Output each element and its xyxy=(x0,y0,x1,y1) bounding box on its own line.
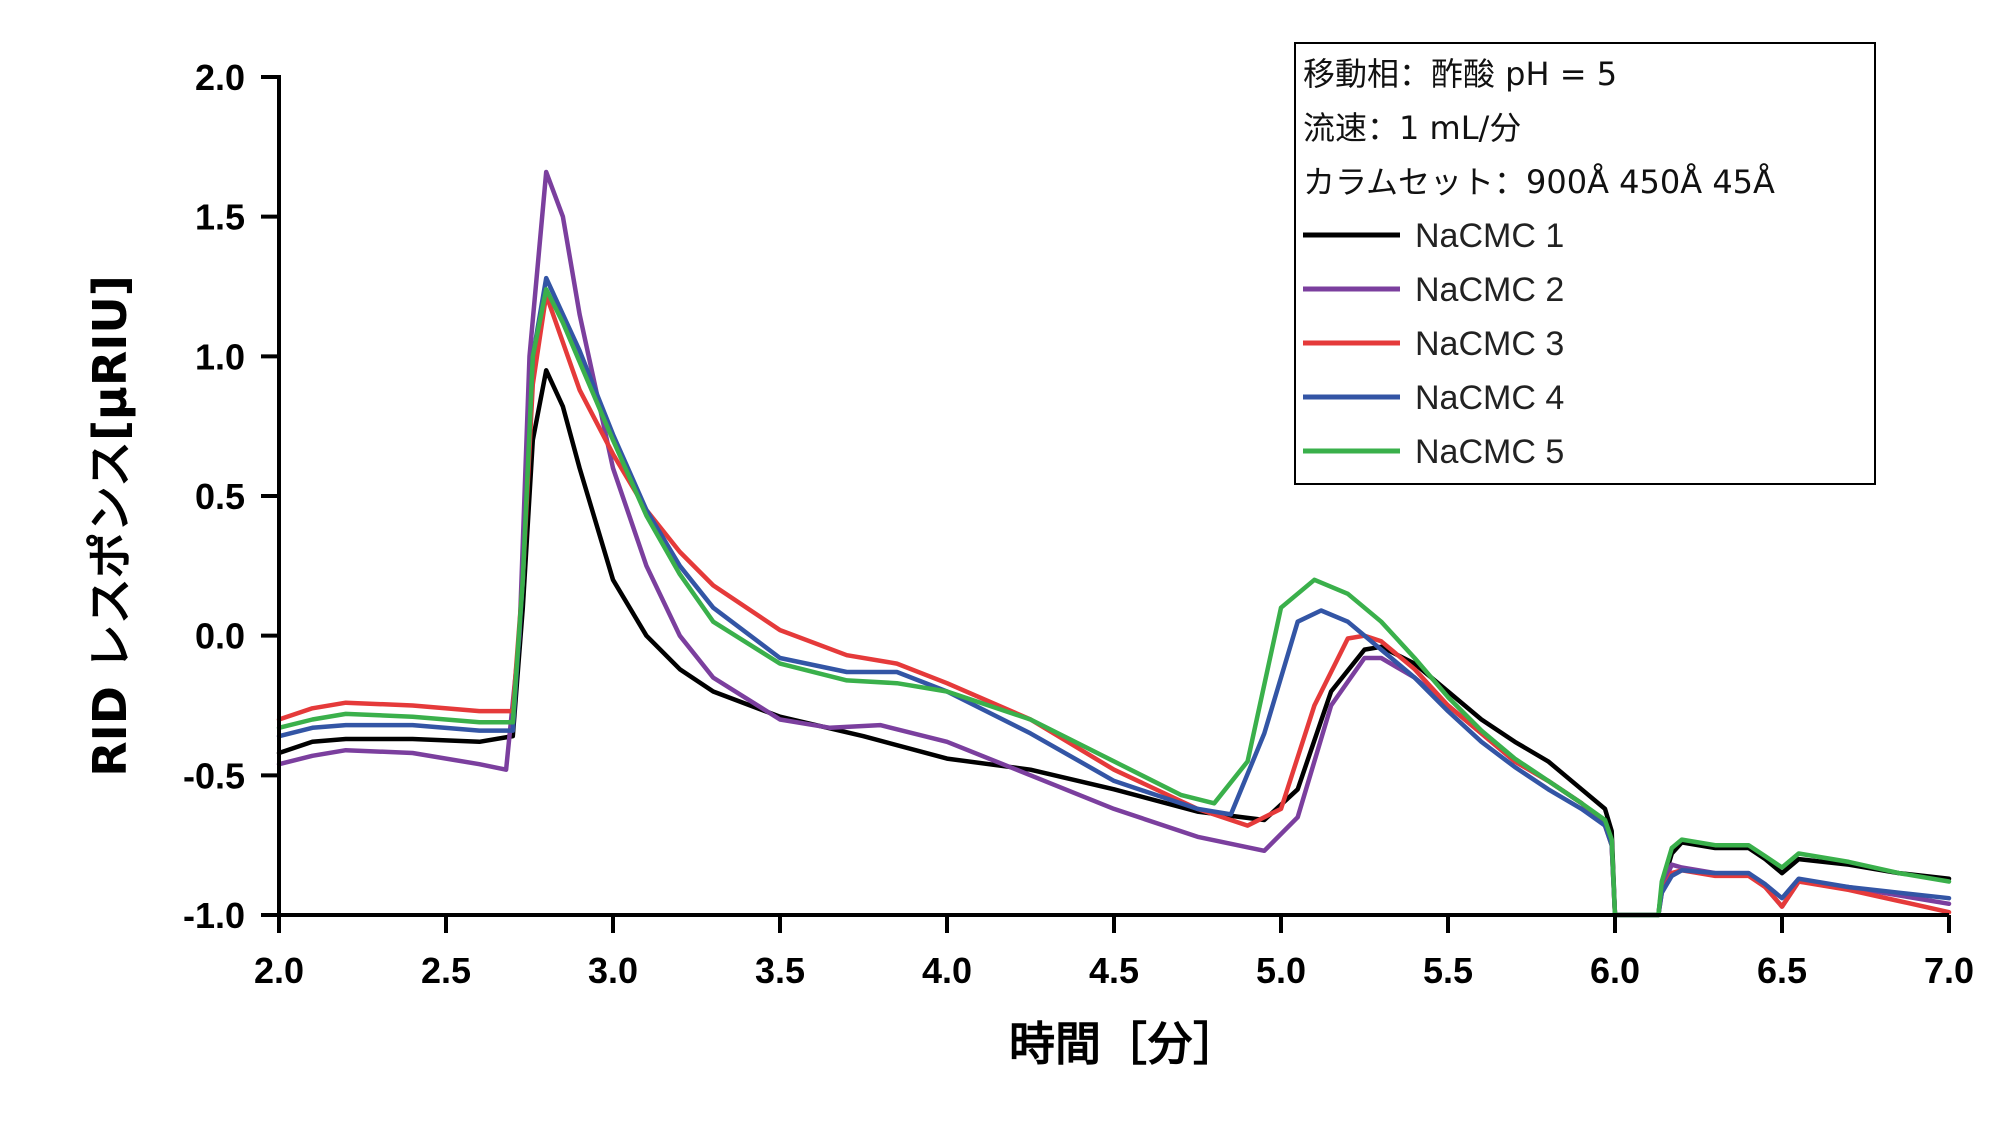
legend-label: NaCMC 2 xyxy=(1415,271,1564,309)
x-tick-label: 4.0 xyxy=(922,950,972,991)
x-tick-label: 5.0 xyxy=(1256,950,1306,991)
plot-area xyxy=(276,169,1952,918)
x-tick-label: 2.0 xyxy=(254,950,304,991)
series-line-nacmc-1 xyxy=(276,368,1952,918)
legend-entry-nacmc-5: NaCMC 5 xyxy=(1303,433,1564,471)
legend-note-column-set: カラムセット：900Å 450Å 45Å xyxy=(1303,163,1775,201)
y-tick-label: 1.5 xyxy=(195,197,245,238)
x-tick-label: 3.5 xyxy=(755,950,805,991)
axes: -1.0 -0.5 0.0 0.5 1.0 1.5 2.0 2.0 2.5 3.0 3.5 4.0 4… xyxy=(183,57,1974,991)
x-tick-label: 6.0 xyxy=(1590,950,1640,991)
x-tick-label: 5.5 xyxy=(1423,950,1473,991)
y-tick-label: 2.0 xyxy=(195,57,245,98)
x-tick-label: 2.5 xyxy=(421,950,471,991)
legend-label: NaCMC 5 xyxy=(1415,433,1564,471)
x-tick-label: 7.0 xyxy=(1924,950,1974,991)
y-tick-label: -1.0 xyxy=(183,895,245,936)
legend-entries: NaCMC 1 NaCMC 2 NaCMC 3 NaCMC 4 NaCMC 5 xyxy=(1303,217,1564,471)
x-tick-label: 4.5 xyxy=(1089,950,1139,991)
y-tick-label: 0.0 xyxy=(195,616,245,657)
y-axis-title: RID レスポンス[µRIU] xyxy=(83,275,137,777)
y-ticks: -1.0 -0.5 0.0 0.5 1.0 1.5 2.0 xyxy=(183,57,279,936)
legend-note-mobile-phase: 移動相：酢酸 pH = 5 xyxy=(1303,55,1617,93)
x-ticks: 2.0 2.5 3.0 3.5 4.0 4.5 5.0 5.5 6.0 6.5 7.0 xyxy=(254,915,1974,991)
legend-entry-nacmc-3: NaCMC 3 xyxy=(1303,325,1564,363)
legend-entry-nacmc-4: NaCMC 4 xyxy=(1303,379,1564,417)
legend-note-flow-rate: 流速：1 mL/分 xyxy=(1303,109,1521,147)
legend-entry-nacmc-1: NaCMC 1 xyxy=(1303,217,1564,255)
legend-entry-nacmc-2: NaCMC 2 xyxy=(1303,271,1564,309)
legend-box xyxy=(1294,42,1876,485)
legend-label: NaCMC 4 xyxy=(1415,379,1564,417)
series-line-nacmc-2 xyxy=(276,169,1952,918)
legend-label: NaCMC 1 xyxy=(1415,217,1564,255)
x-tick-label: 6.5 xyxy=(1757,950,1807,991)
series-line-nacmc-4 xyxy=(276,275,1952,918)
x-axis-title: 時間［分］ xyxy=(1009,1017,1239,1071)
x-tick-label: 3.0 xyxy=(588,950,638,991)
legend: 移動相：酢酸 pH = 5 流速：1 mL/分 カラムセット：900Å 450Å… xyxy=(1294,42,1876,485)
legend-label: NaCMC 3 xyxy=(1415,325,1564,363)
y-tick-label: 1.0 xyxy=(195,336,245,377)
y-tick-label: -0.5 xyxy=(183,755,245,796)
y-tick-label: 0.5 xyxy=(195,476,245,517)
series-line-nacmc-5 xyxy=(276,287,1952,918)
